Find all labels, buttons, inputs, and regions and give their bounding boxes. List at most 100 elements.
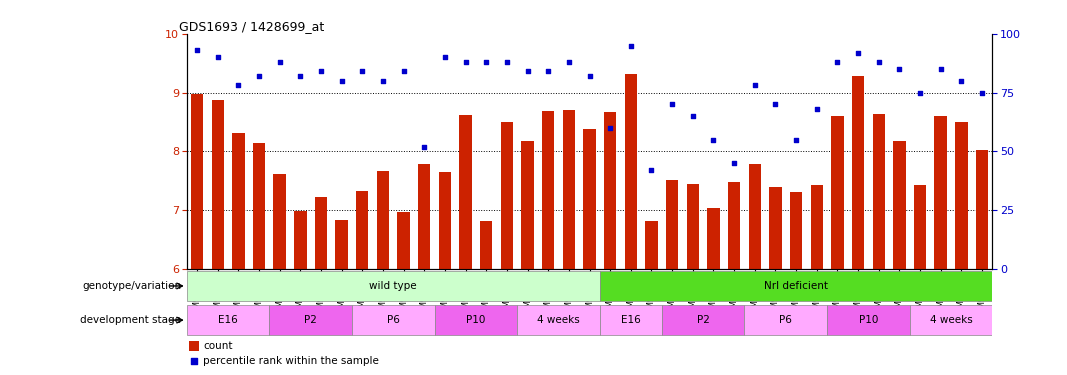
- Point: [664, 101, 681, 107]
- Point: [229, 82, 246, 88]
- Bar: [851, 76, 864, 269]
- Bar: [191, 94, 203, 269]
- Point: [973, 90, 990, 96]
- Point: [186, 358, 203, 364]
- Bar: [187, 271, 600, 302]
- Bar: [728, 182, 740, 269]
- Bar: [517, 305, 600, 336]
- Point: [291, 73, 308, 79]
- Point: [622, 42, 639, 48]
- Bar: [600, 305, 662, 336]
- Text: percentile rank within the sample: percentile rank within the sample: [203, 356, 379, 366]
- Text: count: count: [203, 341, 233, 351]
- Point: [375, 78, 392, 84]
- Text: P2: P2: [304, 315, 317, 325]
- Bar: [662, 305, 745, 336]
- Bar: [666, 180, 679, 269]
- Text: GDS1693 / 1428699_at: GDS1693 / 1428699_at: [178, 20, 324, 33]
- Text: 4 weeks: 4 weeks: [537, 315, 579, 325]
- Point: [705, 136, 722, 142]
- Bar: [790, 192, 802, 269]
- Bar: [646, 221, 657, 269]
- Point: [209, 54, 226, 60]
- Point: [540, 68, 557, 74]
- Point: [271, 59, 288, 65]
- Point: [871, 59, 888, 65]
- Text: Nrl deficient: Nrl deficient: [764, 281, 828, 291]
- Bar: [480, 221, 493, 269]
- Point: [457, 59, 474, 65]
- Bar: [397, 212, 410, 269]
- Text: P6: P6: [779, 315, 792, 325]
- Bar: [811, 185, 823, 269]
- Point: [684, 113, 701, 119]
- Point: [395, 68, 412, 74]
- Bar: [460, 115, 472, 269]
- Bar: [873, 114, 885, 269]
- Bar: [686, 184, 699, 269]
- Text: 4 weeks: 4 weeks: [929, 315, 972, 325]
- Point: [478, 59, 495, 65]
- Text: P6: P6: [387, 315, 400, 325]
- Point: [602, 125, 619, 131]
- Bar: [913, 185, 926, 269]
- Point: [787, 136, 805, 142]
- Bar: [749, 164, 761, 269]
- Point: [911, 90, 928, 96]
- Bar: [955, 122, 968, 269]
- Bar: [584, 129, 595, 269]
- Point: [560, 59, 577, 65]
- Point: [354, 68, 371, 74]
- Point: [726, 160, 743, 166]
- Bar: [253, 142, 266, 269]
- Bar: [604, 112, 617, 269]
- Text: P2: P2: [697, 315, 710, 325]
- Point: [829, 59, 846, 65]
- Point: [251, 73, 268, 79]
- Bar: [418, 164, 430, 269]
- Bar: [294, 211, 306, 269]
- Point: [933, 66, 950, 72]
- Point: [416, 144, 433, 150]
- Point: [953, 78, 970, 84]
- Text: E16: E16: [621, 315, 640, 325]
- Bar: [211, 100, 224, 269]
- Bar: [707, 209, 719, 269]
- Point: [436, 54, 453, 60]
- Point: [313, 68, 330, 74]
- Bar: [935, 116, 946, 269]
- Bar: [827, 305, 910, 336]
- Text: genotype/variation: genotype/variation: [82, 281, 181, 291]
- Point: [849, 50, 866, 55]
- Bar: [769, 187, 782, 269]
- Point: [808, 106, 825, 112]
- Bar: [522, 141, 534, 269]
- Bar: [500, 122, 513, 269]
- Text: P10: P10: [859, 315, 878, 325]
- Bar: [893, 141, 906, 269]
- Bar: [624, 74, 637, 269]
- Text: P10: P10: [466, 315, 485, 325]
- Bar: [745, 305, 827, 336]
- Text: development stage: development stage: [80, 315, 181, 325]
- Bar: [377, 171, 389, 269]
- Bar: [831, 116, 844, 269]
- Bar: [600, 271, 992, 302]
- Bar: [189, 341, 200, 351]
- Bar: [269, 305, 352, 336]
- Text: wild type: wild type: [369, 281, 417, 291]
- Bar: [910, 305, 992, 336]
- Point: [333, 78, 350, 84]
- Bar: [187, 305, 269, 336]
- Bar: [976, 150, 988, 269]
- Point: [580, 73, 598, 79]
- Bar: [434, 305, 517, 336]
- Bar: [315, 197, 328, 269]
- Point: [746, 82, 763, 88]
- Bar: [335, 219, 348, 269]
- Point: [498, 59, 515, 65]
- Bar: [562, 110, 575, 269]
- Point: [891, 66, 908, 72]
- Bar: [273, 174, 286, 269]
- Bar: [542, 111, 555, 269]
